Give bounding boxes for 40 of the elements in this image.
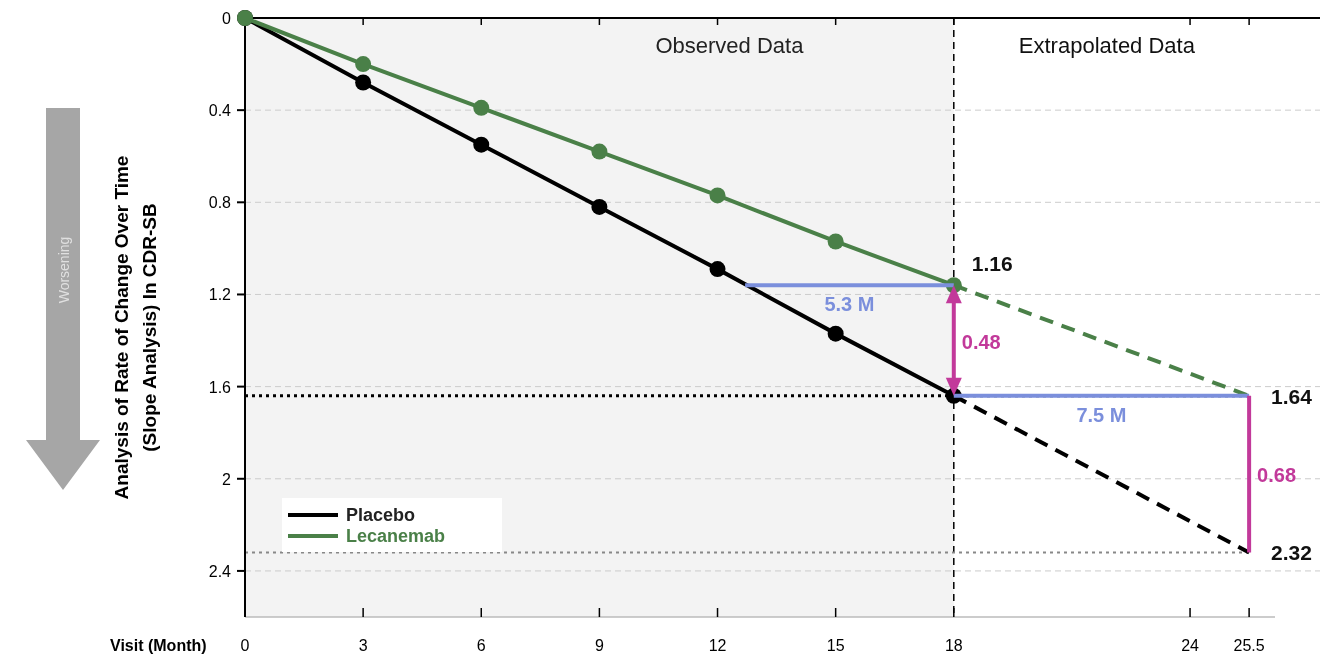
- y-tick-label: 1.2: [208, 286, 232, 304]
- x-tick-label: 25.5: [1233, 637, 1265, 654]
- x-tick-label: 15: [826, 637, 845, 654]
- y-tick-label: 2: [222, 470, 232, 488]
- legend-label: Placebo: [346, 505, 416, 525]
- y-tick-label: 0.4: [208, 102, 232, 120]
- x-tick-label: 18: [944, 637, 963, 654]
- x-tick-label: 12: [708, 637, 727, 654]
- point: [827, 233, 844, 250]
- x-tick-label: 3: [358, 637, 368, 654]
- legend-label: Lecanemab: [346, 526, 446, 546]
- data-label: 1.64: [1271, 384, 1313, 408]
- series-label: 7.5 M: [1076, 403, 1127, 426]
- series-label: 5.3 M: [824, 293, 875, 316]
- x-tick-label: 24: [1181, 637, 1200, 654]
- x-tick-label: 6: [476, 637, 486, 654]
- series-label: 0.68: [1257, 464, 1297, 487]
- data-label: 1.16: [971, 252, 1013, 276]
- point: [591, 143, 608, 160]
- point: [827, 325, 844, 342]
- y-tick-label: 2.4: [208, 562, 232, 580]
- x-tick-label: 9: [594, 637, 604, 654]
- point: [709, 261, 726, 278]
- x-axis-title: Visit (Month): [110, 637, 207, 654]
- x-tick-label: 0: [240, 637, 250, 654]
- text: Worsening: [56, 236, 72, 304]
- y-tick-label: 0.8: [208, 194, 232, 212]
- y-tick-label: 1.6: [208, 378, 232, 396]
- band-label: Observed Data: [655, 32, 805, 58]
- annotation: 0.48: [961, 330, 1001, 353]
- data-label: 2.32: [1271, 541, 1312, 565]
- y-tick-label: 0: [222, 10, 232, 27]
- point: [355, 74, 372, 91]
- point: [709, 187, 726, 204]
- y-axis-title: Analysis of Rate of Change Over Time (Slope Analysis) In CDR-SB: [111, 155, 160, 500]
- annotation: Extrapolated Data: [1018, 32, 1196, 58]
- point: [473, 136, 490, 153]
- point: [473, 99, 490, 116]
- point: [355, 56, 372, 73]
- point: [591, 198, 608, 215]
